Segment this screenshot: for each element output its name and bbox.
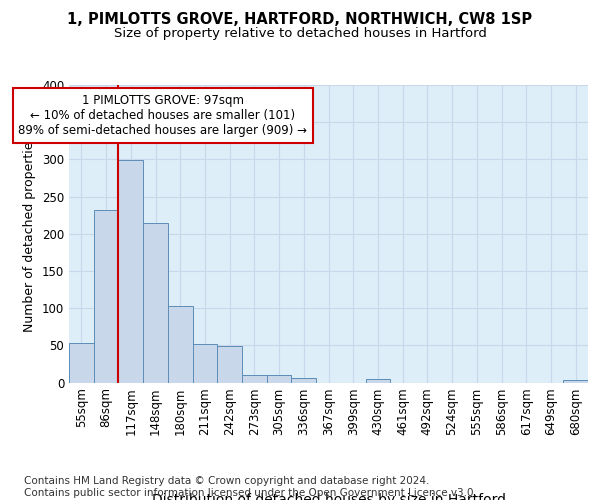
Bar [267, 375, 292, 382]
Bar [118, 160, 143, 382]
Bar [242, 375, 267, 382]
Y-axis label: Number of detached properties: Number of detached properties [23, 135, 37, 332]
Text: 1, PIMLOTTS GROVE, HARTFORD, NORTHWICH, CW8 1SP: 1, PIMLOTTS GROVE, HARTFORD, NORTHWICH, … [67, 12, 533, 28]
Text: Size of property relative to detached houses in Hartford: Size of property relative to detached ho… [113, 28, 487, 40]
Bar [69, 343, 94, 382]
Bar [94, 210, 118, 382]
X-axis label: Distribution of detached houses by size in Hartford: Distribution of detached houses by size … [151, 494, 505, 500]
Bar [143, 222, 168, 382]
Text: Contains HM Land Registry data © Crown copyright and database right 2024.
Contai: Contains HM Land Registry data © Crown c… [24, 476, 477, 498]
Bar [365, 379, 390, 382]
Text: 1 PIMLOTTS GROVE: 97sqm
← 10% of detached houses are smaller (101)
89% of semi-d: 1 PIMLOTTS GROVE: 97sqm ← 10% of detache… [19, 94, 307, 137]
Bar [292, 378, 316, 382]
Bar [563, 380, 588, 382]
Bar [168, 306, 193, 382]
Bar [217, 346, 242, 383]
Bar [193, 344, 217, 383]
